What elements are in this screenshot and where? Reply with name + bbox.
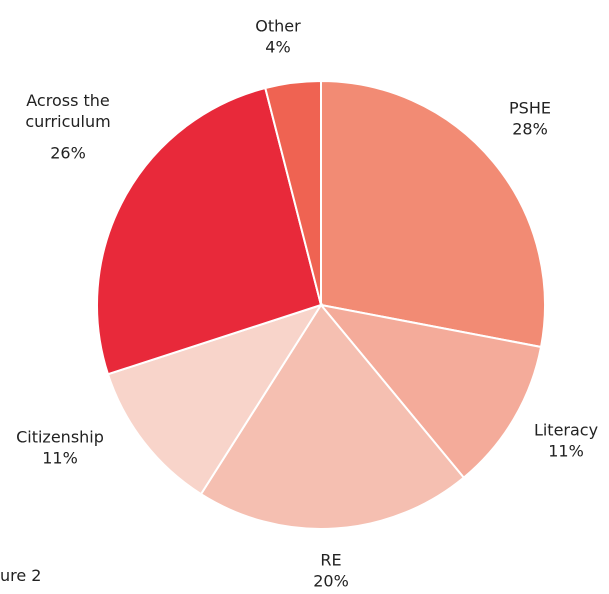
slice-value-label: 11% bbox=[42, 448, 78, 467]
pie-slice bbox=[320, 79, 546, 349]
slice-value-label: 11% bbox=[548, 441, 584, 460]
slice-value-label: 26% bbox=[50, 143, 86, 163]
pie-slice bbox=[264, 79, 322, 306]
pie-slice bbox=[318, 303, 543, 480]
caption: ure 2 bbox=[0, 566, 42, 585]
pie-slice bbox=[96, 86, 323, 376]
slice-label: Citizenship bbox=[16, 427, 104, 446]
pie-slice bbox=[199, 303, 466, 530]
slice-value-label: 28% bbox=[512, 119, 548, 138]
slice-label: Across the curriculum bbox=[25, 91, 111, 131]
slice-label: PSHE bbox=[509, 98, 551, 117]
slice-value-label: 4% bbox=[265, 37, 291, 56]
slice-label: RE bbox=[320, 550, 342, 569]
slice-value-label: 20% bbox=[313, 571, 349, 590]
slice-label: Other bbox=[255, 16, 301, 35]
pie-slice bbox=[106, 303, 324, 496]
slice-label: Literacy bbox=[533, 420, 599, 439]
